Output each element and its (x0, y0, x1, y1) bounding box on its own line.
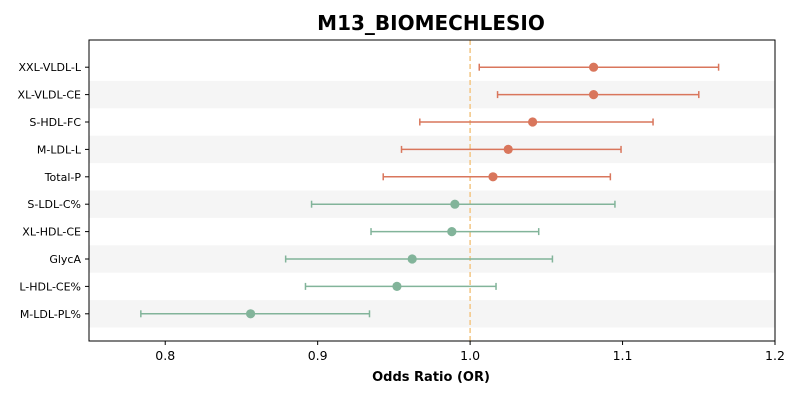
y-tick-label: L-HDL-CE% (19, 280, 81, 293)
or-point (503, 144, 513, 154)
x-tick-label: 1.2 (765, 348, 785, 363)
y-tick-label: XL-VLDL-CE (18, 89, 82, 102)
x-tick-label: 0.9 (308, 348, 328, 363)
data-marks (140, 62, 720, 319)
or-point (528, 117, 538, 127)
or-point (450, 199, 460, 209)
chart-title: M13_BIOMECHLESIO (317, 11, 545, 35)
y-tick-label: S-HDL-FC (29, 116, 81, 129)
x-axis-label: Odds Ratio (OR) (372, 370, 490, 385)
or-point (392, 281, 402, 291)
x-tick-label: 1.0 (460, 348, 480, 363)
or-point (407, 254, 417, 264)
or-point (447, 227, 457, 237)
y-tick-label: XL-HDL-CE (22, 226, 81, 239)
plot-frame (88, 39, 776, 342)
y-tick-label: M-LDL-PL% (20, 308, 81, 321)
y-tick-label: M-LDL-L (37, 143, 82, 156)
y-tick-label: GlycA (49, 253, 81, 266)
x-tick-label: 1.1 (613, 348, 633, 363)
or-point (488, 172, 498, 182)
y-tick-label: Total-P (44, 171, 82, 184)
y-tick-label: S-LDL-C% (27, 198, 81, 211)
or-point (588, 90, 599, 100)
or-point (245, 309, 256, 319)
x-tick-label: 0.8 (155, 348, 175, 363)
y-tick-label: XXL-VLDL-L (19, 61, 82, 74)
or-point (588, 62, 599, 72)
x-axis: 0.8 0.9 1.0 1.1 1.2 (155, 341, 785, 363)
y-axis: XXL-VLDL-L XL-VLDL-CE S-HDL-FC M-LDL-L Total… (18, 61, 89, 321)
